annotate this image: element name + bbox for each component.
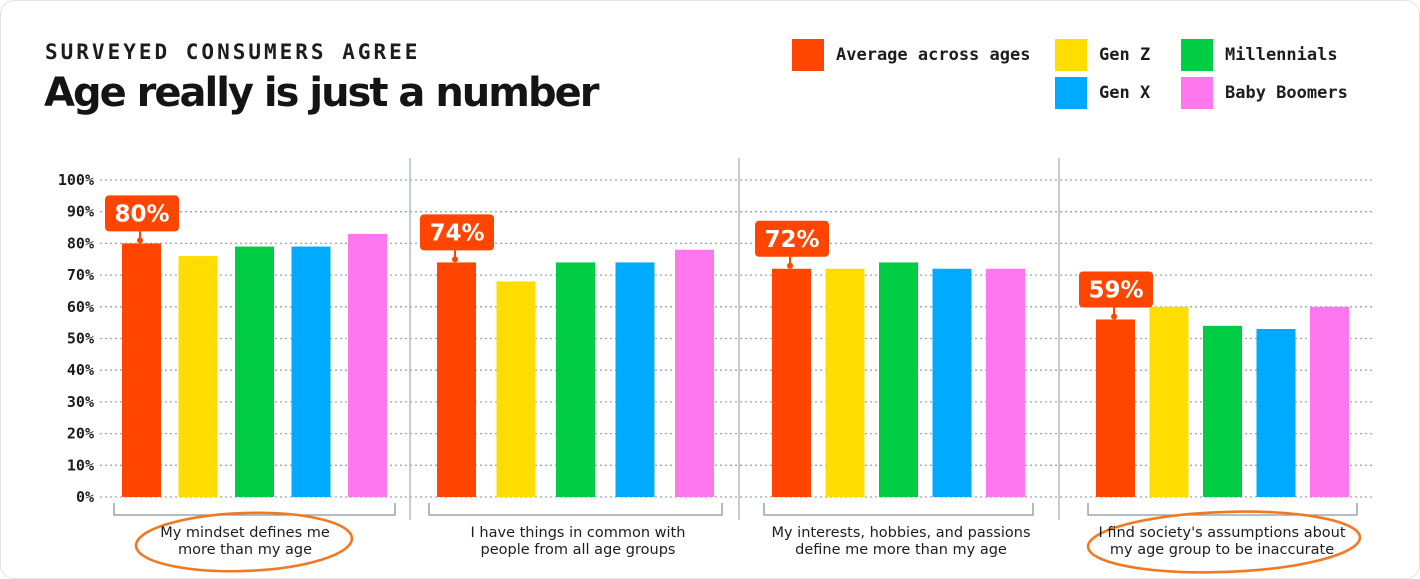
legend-item-millennials: Millennials bbox=[1181, 39, 1338, 71]
chart-title: Age really is just a number bbox=[44, 70, 599, 116]
category-label-interests-line-1: My interests, hobbies, and passions bbox=[771, 525, 1031, 541]
bar-gen-x-group-4 bbox=[1256, 328, 1296, 497]
category-bracket bbox=[763, 503, 1034, 516]
badge-average-group-1 bbox=[105, 195, 179, 232]
badge-average-group-2 bbox=[420, 214, 494, 251]
category-label-interests: My interests, hobbies, and passions defi… bbox=[756, 525, 1046, 559]
y-tick-label: 60% bbox=[67, 298, 94, 316]
highlight-circle-group-4 bbox=[1086, 510, 1362, 574]
bar-gen-z-group-1 bbox=[178, 256, 218, 497]
badge-pointer-dot bbox=[137, 237, 143, 244]
bar-baby-boomers-group-4 bbox=[1310, 306, 1349, 497]
y-tick-label: 40% bbox=[67, 361, 94, 379]
badge-average-group-4 bbox=[1079, 271, 1153, 308]
bar-gen-x-group-2 bbox=[615, 262, 655, 497]
category-label-common-line-1: I have things in common with bbox=[470, 525, 686, 541]
y-tick-label: 0% bbox=[76, 488, 94, 506]
y-tick-label: 100% bbox=[58, 171, 94, 189]
y-tick-label: 70% bbox=[67, 266, 94, 284]
bar-gen-x-group-3 bbox=[932, 268, 972, 497]
badge-pointer-dot bbox=[787, 262, 793, 269]
y-tick-label: 90% bbox=[67, 203, 94, 221]
y-tick-label: 80% bbox=[67, 234, 94, 252]
bar-average-group-1 bbox=[122, 243, 161, 497]
category-label-common: I have things in common with people from… bbox=[433, 525, 723, 559]
category-bracket bbox=[428, 503, 723, 516]
y-tick-label: 20% bbox=[67, 425, 94, 443]
badge-label-group-2: 74% bbox=[429, 220, 484, 246]
y-tick-label: 50% bbox=[67, 330, 94, 348]
badge-pointer-dot bbox=[452, 256, 458, 263]
bar-millennials-group-4 bbox=[1203, 325, 1242, 497]
legend-item-average: Average across ages bbox=[792, 39, 1030, 71]
bar-millennials-group-3 bbox=[879, 262, 918, 497]
category-label-assumptions: I find society's assumptions about my ag… bbox=[1077, 525, 1367, 559]
legend-swatch-gen-z bbox=[1055, 39, 1087, 71]
legend-swatch-millennials bbox=[1181, 39, 1213, 71]
legend-item-gen-x: Gen X bbox=[1055, 77, 1150, 109]
badge-average-group-3 bbox=[755, 220, 829, 257]
bar-gen-x-group-1 bbox=[291, 246, 331, 497]
bar-millennials-group-2 bbox=[556, 262, 595, 497]
category-label-mindset-line-2: more than my age bbox=[177, 542, 313, 558]
category-bracket bbox=[1087, 503, 1358, 516]
legend-item-baby-boomers: Baby Boomers bbox=[1181, 77, 1348, 109]
bar-average-group-2 bbox=[437, 262, 476, 497]
category-label-interests-line-2: define me more than my age bbox=[795, 542, 1007, 558]
legend-swatch-gen-x bbox=[1055, 77, 1087, 109]
badge-pointer-dot bbox=[1111, 313, 1117, 320]
legend-label-millennials: Millennials bbox=[1225, 45, 1338, 65]
bar-millennials-group-1 bbox=[235, 246, 274, 497]
legend-label-baby-boomers: Baby Boomers bbox=[1225, 83, 1348, 103]
category-label-common-line-2: people from all age groups bbox=[480, 542, 676, 558]
bar-baby-boomers-group-1 bbox=[348, 233, 387, 497]
legend-item-gen-z: Gen Z bbox=[1055, 39, 1150, 71]
chart-kicker: SURVEYED CONSUMERS AGREE bbox=[45, 40, 421, 64]
category-label-assumptions-line-2: my age group to be inaccurate bbox=[1109, 542, 1335, 558]
category-label-mindset-line-1: My mindset defines me bbox=[160, 525, 330, 541]
y-tick-label: 10% bbox=[67, 456, 94, 474]
badge-label-group-3: 72% bbox=[764, 227, 819, 253]
legend-label-gen-z: Gen Z bbox=[1099, 45, 1151, 65]
legend-label-gen-x: Gen X bbox=[1099, 83, 1151, 103]
y-tick-label: 30% bbox=[67, 393, 94, 411]
bar-average-group-4 bbox=[1096, 319, 1135, 497]
legend-swatch-average bbox=[792, 39, 824, 71]
category-label-assumptions-line-1: I find society's assumptions about bbox=[1098, 525, 1346, 541]
bar-average-group-3 bbox=[772, 268, 811, 497]
bar-gen-z-group-2 bbox=[496, 281, 536, 497]
badge-label-group-1: 80% bbox=[114, 201, 169, 227]
bar-baby-boomers-group-2 bbox=[675, 249, 714, 497]
category-bracket bbox=[113, 503, 396, 516]
bar-gen-z-group-4 bbox=[1149, 306, 1189, 497]
legend-label-average: Average across ages bbox=[836, 45, 1031, 65]
bar-baby-boomers-group-3 bbox=[986, 268, 1025, 497]
legend-swatch-baby-boomers bbox=[1181, 77, 1213, 109]
highlight-circle-group-1 bbox=[134, 511, 354, 573]
badge-label-group-4: 59% bbox=[1088, 277, 1143, 303]
bar-gen-z-group-3 bbox=[825, 268, 865, 497]
category-label-mindset: My mindset defines me more than my age bbox=[100, 525, 390, 559]
